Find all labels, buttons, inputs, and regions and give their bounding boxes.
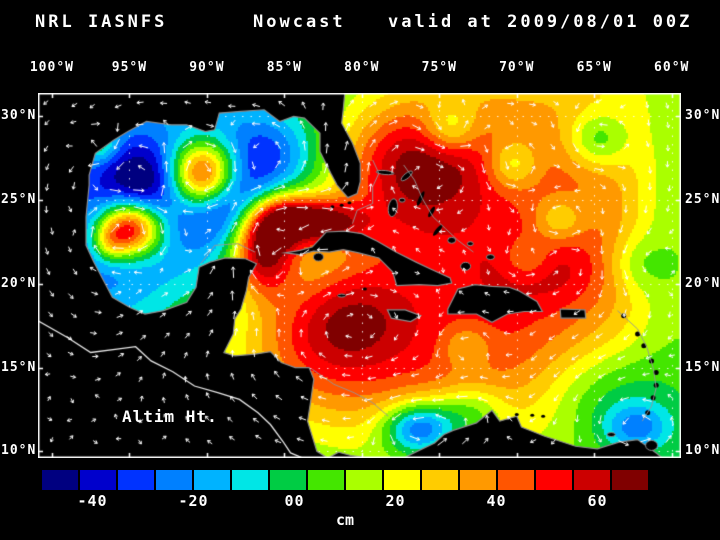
colorbar-cell [80,470,116,490]
lat-tick-label-right: 10°N [685,443,720,459]
colorbar-unit: cm [335,511,355,529]
colorbar-tick-label: 40 [486,492,507,510]
colorbar-tick-label: -20 [178,492,209,510]
colorbar-cell [498,470,534,490]
lat-tick-label-right: 20°N [685,275,720,291]
lat-tick-label-right: 15°N [685,359,720,375]
colorbar-tick-label: 00 [284,492,305,510]
colorbar-cell [536,470,572,490]
lon-tick-label: 90°W [189,60,225,75]
lon-tick-label: 75°W [421,60,457,75]
lat-tick-label-left: 25°N [1,192,37,208]
lat-tick-label-left: 10°N [1,443,37,459]
product-name: Nowcast [253,12,346,32]
colorbar [42,470,648,490]
colorbar-cell [422,470,458,490]
colorbar-cell [118,470,154,490]
colorbar-cell [270,470,306,490]
colorbar-tick-label: 20 [385,492,406,510]
map-plot [38,93,681,458]
lon-tick-label: 70°W [499,60,535,75]
lon-tick-label: 60°W [654,60,690,75]
lon-tick-label: 80°W [344,60,380,75]
lat-tick-label-right: 30°N [685,108,720,124]
lat-tick-label-left: 30°N [1,108,37,124]
field-label: Altim Ht. [122,407,218,426]
colorbar-cell [574,470,610,490]
lon-tick-label: 95°W [111,60,148,75]
colorbar-cell [42,470,78,490]
lat-tick-label-left: 20°N [1,275,37,291]
colorbar-cell [194,470,230,490]
colorbar-cell [460,470,496,490]
lon-tick-label: 100°W [29,60,74,75]
lon-tick-label: 85°W [266,60,302,75]
colorbar-cell [384,470,420,490]
valid-time: valid at 2009/08/01 00Z [388,12,693,32]
colorbar-cell [346,470,382,490]
colorbar-tick-label: 60 [587,492,608,510]
colorbar-cell [232,470,268,490]
model-name: NRL IASNFS [35,12,168,32]
lon-tick-label: 65°W [576,60,612,75]
colorbar-cell [308,470,344,490]
lat-tick-label-right: 25°N [685,192,720,208]
lat-tick-label-left: 15°N [1,359,37,375]
colorbar-cell [156,470,192,490]
colorbar-cell [612,470,648,490]
colorbar-tick-label: -40 [77,492,108,510]
